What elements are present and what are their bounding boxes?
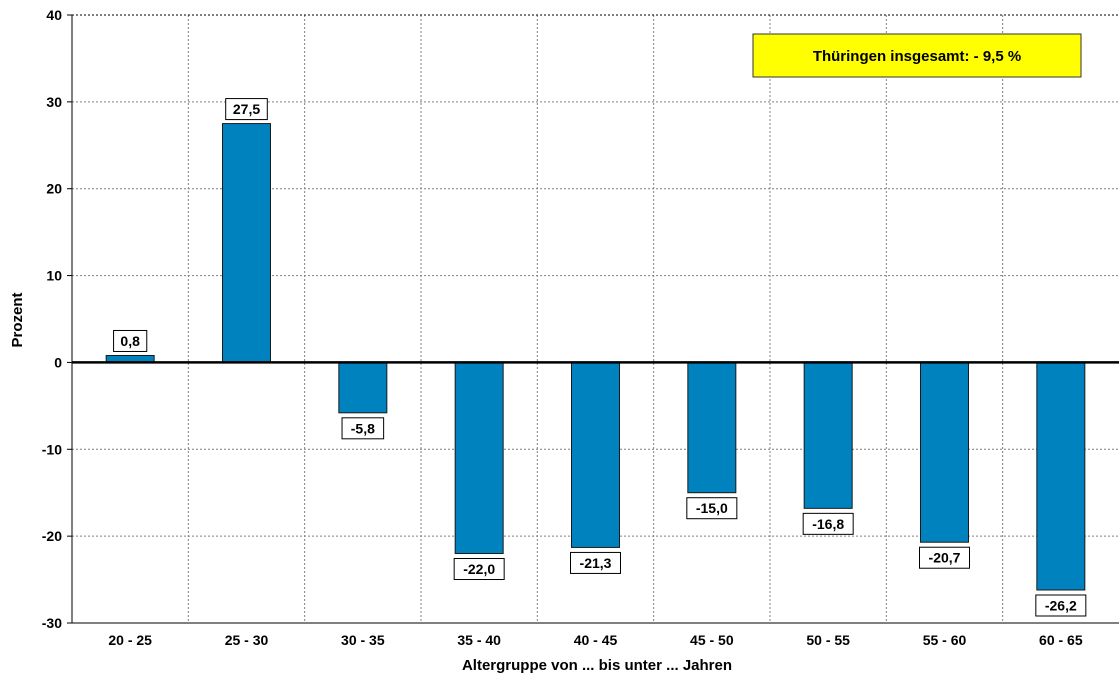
bar (803, 361, 853, 509)
data-label: 0,8 (113, 329, 148, 352)
x-tick-label: 25 - 30 (225, 632, 269, 648)
data-label-text: 0,8 (120, 333, 140, 349)
data-label-box (341, 417, 385, 440)
x-tick-label: 35 - 40 (457, 632, 501, 648)
data-label: -20,7 (919, 546, 970, 569)
bar (338, 361, 388, 414)
bar (571, 361, 620, 548)
data-label-text: -16,8 (812, 516, 844, 532)
callout-box: Thüringen insgesamt: - 9,5 % (752, 33, 1082, 78)
x-tick-labels: 20 - 25 25 - 30 30 - 35 35 - 40 40 - 45 45 - … (108, 632, 1082, 648)
data-label-box (225, 98, 268, 121)
data-label-box (453, 558, 505, 581)
y-tick-labels: 40 30 20 10 0 -10 -20 -30 (42, 7, 62, 631)
x-axis-title: Altergruppe von ... bis unter ... Jahren (462, 657, 732, 674)
data-label: -22,0 (453, 558, 505, 581)
data-label-text: -20,7 (929, 550, 961, 566)
x-tick-label: 50 - 55 (806, 632, 850, 648)
x-tick-label: 30 - 35 (341, 632, 385, 648)
data-label-text: -22,0 (463, 561, 495, 577)
data-label-box (919, 546, 970, 569)
bar (687, 361, 737, 494)
callout-text: Thüringen insgesamt: - 9,5 % (813, 48, 1021, 65)
data-label-box (1035, 594, 1087, 617)
y-axis-title: Prozent (9, 292, 26, 347)
bar (920, 361, 969, 543)
data-label-text: 27,5 (233, 101, 260, 117)
x-tick-label: 60 - 65 (1039, 632, 1083, 648)
y-tick-label: -20 (42, 528, 62, 544)
y-tick-label: -10 (42, 441, 62, 457)
x-tick-label: 40 - 45 (574, 632, 618, 648)
y-tick-label: 20 (46, 181, 62, 197)
data-label: -26,2 (1035, 594, 1087, 617)
y-tick-label: 0 (54, 354, 62, 370)
data-label: -15,0 (686, 497, 738, 520)
x-tick-label: 45 - 50 (690, 632, 734, 648)
y-tick-label: 10 (46, 268, 62, 284)
data-label-box (686, 497, 738, 520)
data-label-text: -21,3 (580, 555, 612, 571)
y-tick-label: -30 (42, 615, 62, 631)
data-label-box (113, 329, 148, 352)
x-tick-label: 55 - 60 (923, 632, 967, 648)
bar (222, 123, 271, 363)
plot-frame (67, 14, 1119, 624)
data-label: 27,5 (225, 98, 268, 121)
y-tick-label: 30 (46, 94, 62, 110)
x-tick-label: 20 - 25 (108, 632, 152, 648)
callout-background (752, 33, 1082, 78)
bars (105, 123, 1086, 591)
data-label-box (802, 512, 854, 535)
bar (454, 361, 504, 555)
data-label-text: -26,2 (1045, 597, 1077, 613)
data-label-text: -5,8 (351, 420, 375, 436)
data-labels: 0,8 27,5 -5,8 -22,0 -21,3 -15,0 -16,8 -20,7 -26,… (113, 98, 1087, 617)
data-label: -5,8 (341, 417, 385, 440)
data-label-text: -15,0 (696, 500, 728, 516)
bar (1036, 361, 1086, 591)
data-label: -16,8 (802, 512, 854, 535)
data-label: -21,3 (570, 551, 621, 574)
data-label-box (570, 551, 621, 574)
y-tick-label: 40 (46, 7, 62, 23)
